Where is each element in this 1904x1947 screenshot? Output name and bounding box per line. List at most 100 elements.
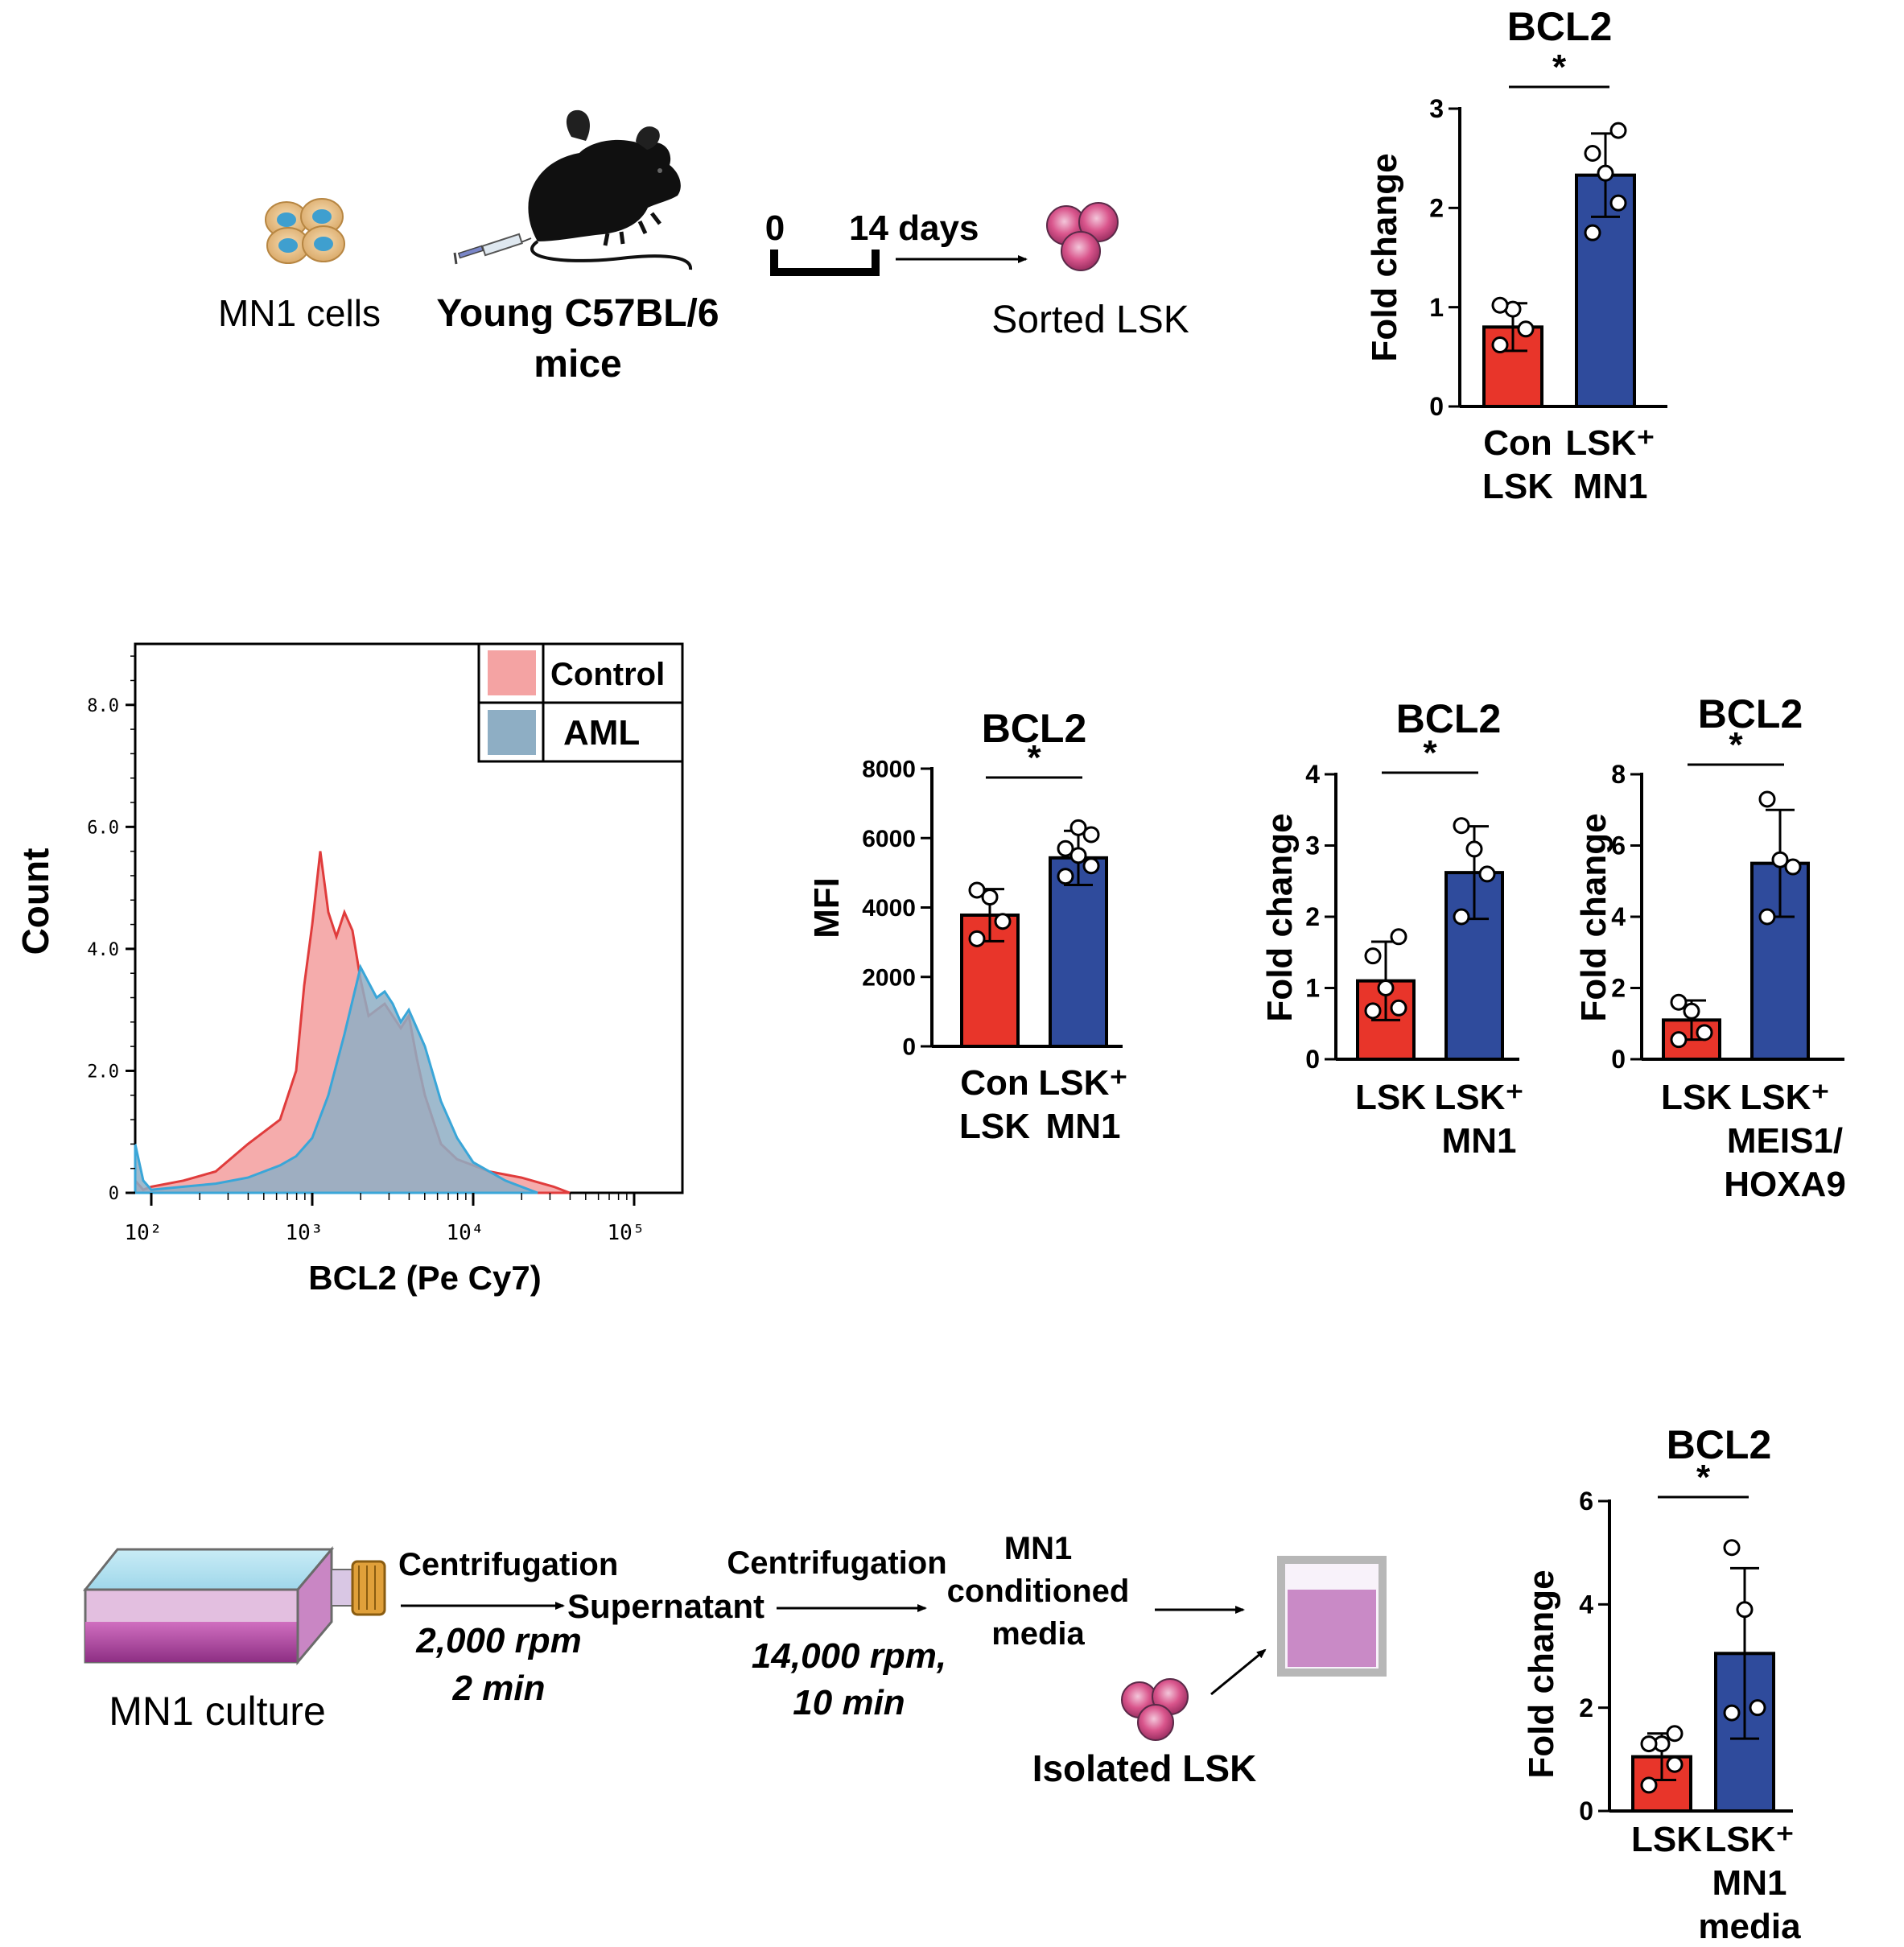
cm-label-line3: media — [991, 1616, 1085, 1652]
data-point — [1749, 1699, 1766, 1717]
significance-star: * — [1552, 47, 1567, 87]
significance-star: * — [1423, 733, 1437, 773]
y-tick-label: 4 — [1611, 902, 1626, 931]
y-axis-label: Fold change — [1522, 1570, 1561, 1778]
data-point — [1584, 145, 1601, 162]
arrow-lsk-to-well — [1210, 1648, 1267, 1696]
y-axis-label: Fold change — [1260, 813, 1300, 1021]
timeline-end-label: 14 days — [849, 208, 979, 248]
y-tick-label: 2.0 — [87, 1062, 119, 1082]
supernatant-label: Supernatant — [567, 1587, 764, 1625]
legend-swatch-control — [488, 650, 536, 695]
data-point — [968, 930, 986, 947]
histogram-area-aml — [134, 963, 538, 1194]
data-point — [1640, 1776, 1658, 1794]
y-tick-label: 3 — [1305, 831, 1320, 860]
category-label: LSK — [959, 1107, 1030, 1146]
chart-title: BCL2 — [982, 706, 1087, 751]
y-tick-label: 6000 — [862, 826, 916, 852]
y-tick-label: 8.0 — [87, 696, 119, 716]
category-label: MN1 — [1712, 1863, 1787, 1903]
data-point — [1453, 908, 1470, 926]
data-point — [1057, 868, 1074, 885]
y-tick-label: 1 — [1429, 293, 1444, 322]
category-label: MN1 — [1442, 1121, 1517, 1161]
data-point — [1696, 1024, 1713, 1042]
x-tick-label: 10⁵ — [608, 1221, 645, 1245]
cm-label-line2: conditioned — [947, 1574, 1130, 1609]
lsk-cells-icon — [1046, 202, 1119, 271]
mn1-cells-icon — [265, 198, 345, 264]
significance-star: * — [1696, 1458, 1711, 1497]
y-tick-label: 1 — [1305, 974, 1320, 1003]
legend-label-aml: AML — [563, 713, 640, 753]
category-label: Con — [960, 1063, 1029, 1103]
category-label: LSK⁺ — [1038, 1063, 1127, 1103]
data-point — [1082, 857, 1100, 875]
data-point — [1597, 164, 1614, 182]
x-tick-label: 10⁴ — [447, 1221, 484, 1245]
category-label: Con — [1483, 423, 1552, 463]
isolated-lsk-label: Isolated LSK — [1032, 1747, 1257, 1789]
culture-flask-icon — [82, 1545, 386, 1666]
y-axis-label: Fold change — [1365, 153, 1404, 361]
data-point — [1723, 1539, 1741, 1557]
data-point — [1517, 320, 1535, 338]
legend-swatch-aml — [488, 710, 536, 755]
isolated-lsk-cells-icon — [1121, 1678, 1189, 1741]
data-point — [968, 881, 986, 899]
cm-label-line1: MN1 — [1004, 1531, 1072, 1566]
y-axis-label: Count — [14, 848, 56, 955]
category-label: media — [1698, 1907, 1801, 1946]
y-tick-label: 0 — [902, 1034, 916, 1061]
data-point — [1670, 1031, 1688, 1049]
data-point — [1758, 908, 1776, 926]
y-tick-label: 2 — [1611, 974, 1626, 1003]
chart-title: BCL2 — [1698, 691, 1803, 736]
chart-title: BCL2 — [1667, 1422, 1772, 1467]
y-tick-label: 4.0 — [87, 940, 119, 960]
category-label: MN1 — [1046, 1107, 1121, 1146]
step2-title: Centrifugation — [727, 1545, 946, 1581]
y-tick-label: 2000 — [862, 964, 916, 991]
data-point — [1666, 1755, 1684, 1773]
category-label: MEIS1/ — [1727, 1121, 1843, 1161]
category-label: LSK⁺ — [1740, 1078, 1829, 1117]
mouse-label-line2: mice — [534, 343, 621, 386]
data-point — [1390, 999, 1407, 1017]
y-axis-label: Fold change — [1574, 813, 1613, 1021]
data-point — [1491, 296, 1509, 314]
histogram-chart: 0 2.0 4.0 6.0 8.0 10² 10³ 10⁴ 10⁵ BCL2 (Pe Cy7) Co… — [14, 642, 684, 1297]
legend-label-control: Control — [550, 657, 665, 692]
y-tick-label: 8000 — [862, 757, 916, 783]
data-point — [1784, 858, 1802, 876]
y-tick-label: 0 — [1579, 1796, 1593, 1825]
data-point — [1082, 826, 1100, 844]
data-point — [1453, 817, 1470, 835]
data-point — [1491, 336, 1509, 354]
category-label: LSK — [1661, 1078, 1732, 1117]
y-tick-label: 6 — [1579, 1487, 1593, 1516]
data-point — [1670, 993, 1688, 1011]
step2-time: 10 min — [793, 1683, 905, 1722]
y-tick-label: 2 — [1429, 194, 1444, 223]
significance-star: * — [1729, 725, 1743, 765]
y-axis-label: MFI — [807, 877, 847, 938]
timeline-start-label: 0 — [765, 208, 785, 248]
data-point — [1390, 928, 1407, 946]
bar — [1575, 173, 1636, 408]
sorted-lsk-label: Sorted LSK — [991, 299, 1189, 341]
data-point — [1683, 1002, 1700, 1020]
data-point — [1465, 840, 1483, 858]
chart-title: BCL2 — [1507, 4, 1613, 49]
category-label: LSK⁺ — [1434, 1078, 1523, 1117]
data-point — [1723, 1704, 1741, 1722]
culture-label: MN1 culture — [109, 1689, 326, 1734]
data-point — [1364, 947, 1382, 965]
y-tick-label: 0 — [1611, 1045, 1626, 1074]
data-point — [1069, 819, 1087, 836]
y-tick-label: 2 — [1579, 1693, 1593, 1722]
